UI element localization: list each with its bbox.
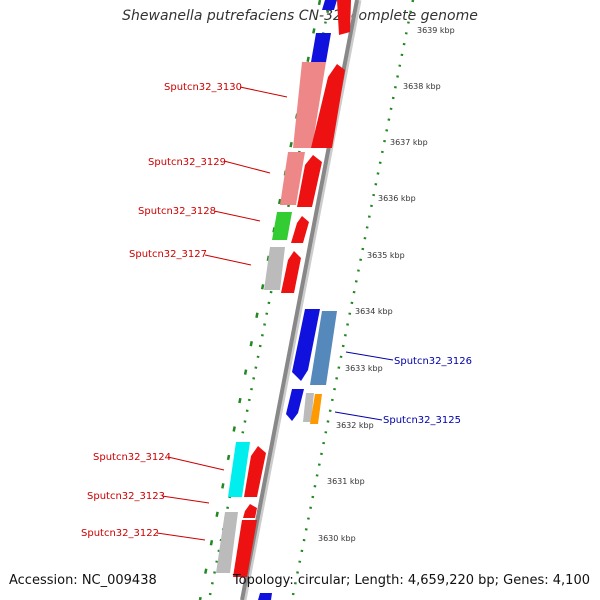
tick-label-3634: 3634 kbp — [355, 307, 393, 316]
tick-label-3631: 3631 kbp — [327, 477, 365, 486]
cog-gray-3122 — [216, 512, 238, 573]
tick-label-3638: 3638 kbp — [403, 82, 441, 91]
cds-reverse-3126 — [292, 309, 320, 381]
leader-3123 — [161, 495, 210, 504]
cds-forward-3130 — [311, 64, 345, 148]
leader-3129 — [223, 160, 271, 174]
genome-summary-text: Topology: circular; Length: 4,659,220 bp… — [232, 573, 590, 588]
gene-label-3126: Sputcn32_3126 — [394, 356, 472, 367]
cds-reverse-3125 — [286, 389, 304, 421]
cog-orange-3125 — [310, 394, 322, 424]
gene-label-3129: Sputcn32_3129 — [148, 157, 226, 168]
gene-label-3127: Sputcn32_3127 — [129, 249, 207, 260]
map-title: Shewanella putrefaciens CN-32, complete … — [122, 8, 478, 24]
tick-label-3633: 3633 kbp — [345, 364, 383, 373]
gene-label-3130: Sputcn32_3130 — [164, 82, 242, 93]
accession-text: Accession: NC_009438 — [9, 573, 157, 588]
gene-label-3124: Sputcn32_3124 — [93, 452, 171, 463]
leader-3130 — [239, 86, 288, 98]
cds-forward-3128 — [291, 216, 309, 243]
tick-label-3636: 3636 kbp — [378, 194, 416, 203]
cog-gray-3125 — [303, 393, 314, 422]
cds-forward-3129 — [297, 155, 322, 207]
cds-forward-3123 — [243, 504, 257, 518]
cog-green-3128 — [272, 212, 292, 240]
tick-label-3632: 3632 kbp — [336, 421, 374, 430]
tick-label-3630: 3630 kbp — [318, 534, 356, 543]
cog-salmon-3129 — [280, 152, 305, 205]
leader-3122 — [156, 532, 206, 541]
tick-label-3635: 3635 kbp — [367, 251, 405, 260]
cds-forward-3122 — [233, 520, 257, 577]
gene-label-3122: Sputcn32_3122 — [81, 528, 159, 539]
tick-label-3639: 3639 kbp — [417, 26, 455, 35]
leader-3127 — [204, 254, 252, 266]
gene-label-3123: Sputcn32_3123 — [87, 491, 165, 502]
cog-gray-3127 — [264, 247, 285, 290]
cds-forward-3124 — [244, 446, 266, 497]
cog-cyan-3124 — [228, 442, 250, 497]
leader-3126 — [345, 351, 394, 361]
cog-salmon-3130 — [293, 62, 326, 148]
cog-top — [322, 0, 337, 10]
cog-steelblue-3126 — [310, 311, 337, 385]
tick-label-3637: 3637 kbp — [390, 138, 428, 147]
leader-3128 — [213, 210, 261, 222]
leader-3124 — [167, 456, 225, 471]
gene-label-3125: Sputcn32_3125 — [383, 415, 461, 426]
cds-forward-3127 — [281, 251, 301, 293]
leader-3125 — [334, 411, 383, 421]
cog-top-2 — [311, 33, 331, 62]
gene-label-3128: Sputcn32_3128 — [138, 206, 216, 217]
cds-forward-top — [337, 0, 351, 35]
cds-reverse-bottom — [258, 593, 272, 600]
